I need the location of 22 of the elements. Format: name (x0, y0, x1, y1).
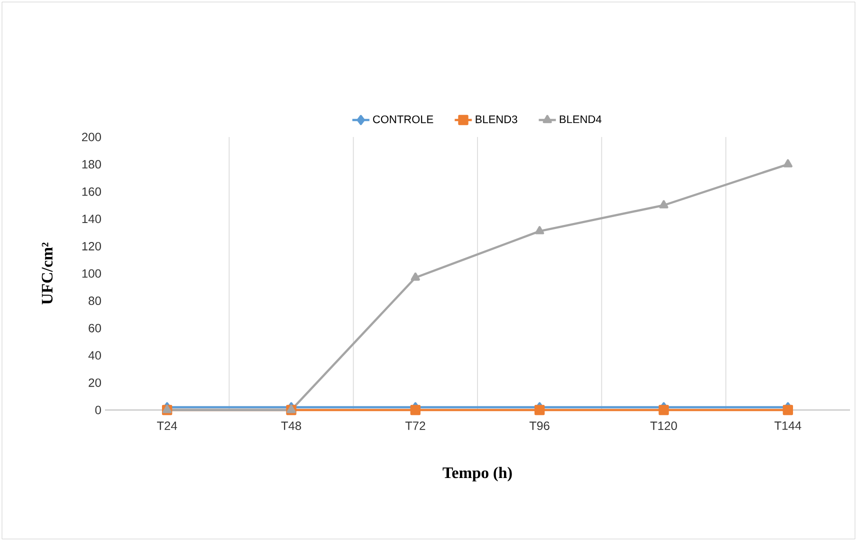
legend-label: BLEND4 (560, 115, 602, 124)
x-tick-label: T120 (650, 422, 677, 430)
y-tick-label: 60 (88, 324, 101, 332)
y-tick-label: 80 (88, 296, 101, 306)
x-axis-title: Tempo (h) (442, 466, 512, 482)
y-tick-label: 200 (82, 132, 101, 142)
y-tick-label: 140 (82, 214, 101, 224)
y-axis-title: UFC/cm² (42, 242, 53, 304)
y-tick-label: 160 (82, 187, 101, 196)
y-tick-label: 0 (95, 406, 102, 414)
x-tick-label: T144 (774, 422, 802, 430)
x-tick-label: T48 (281, 422, 302, 430)
x-tick-label: T96 (530, 422, 550, 430)
y-tick-label: 20 (88, 378, 101, 387)
legend-label: CONTROLE (373, 115, 434, 124)
y-tick-label: 120 (82, 242, 101, 250)
y-tick-label: 40 (88, 351, 101, 360)
y-tick-label: 100 (82, 269, 101, 278)
x-tick-label: T72 (405, 422, 426, 430)
x-tick-label: T24 (157, 422, 178, 430)
y-tick-label: 180 (82, 160, 101, 169)
legend-label: BLEND3 (476, 115, 518, 124)
